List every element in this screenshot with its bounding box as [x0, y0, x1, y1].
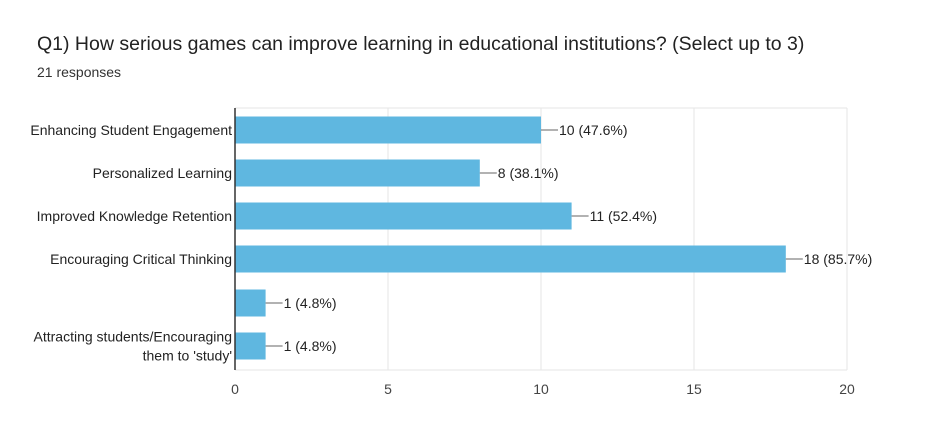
bar: [235, 116, 541, 144]
x-tick-label: 10: [533, 381, 549, 397]
value-label: 11 (52.4%): [590, 208, 657, 224]
value-label: 1 (4.8%): [284, 338, 337, 354]
bar: [235, 159, 480, 187]
category-label: Encouraging Critical Thinking: [50, 251, 232, 267]
bar: [235, 332, 266, 360]
category-label: Improved Knowledge Retention: [37, 208, 232, 224]
category-label: Enhancing Student Engagement: [30, 122, 232, 138]
x-tick-label: 0: [231, 381, 239, 397]
x-tick-label: 20: [839, 381, 855, 397]
bar: [235, 289, 266, 317]
category-label: them to 'study': [143, 348, 232, 364]
bar: [235, 202, 572, 230]
category-label: Personalized Learning: [93, 165, 232, 181]
value-label: 18 (85.7%): [804, 251, 872, 267]
question-title: Q1) How serious games can improve learni…: [37, 33, 805, 55]
x-tick-label: 15: [686, 381, 702, 397]
value-label: 10 (47.6%): [559, 122, 627, 138]
category-label: Attracting students/Encouraging: [34, 329, 232, 345]
bar: [235, 245, 786, 273]
response-count: 21 responses: [37, 64, 122, 80]
value-label: 1 (4.8%): [284, 295, 337, 311]
x-tick-label: 5: [384, 381, 392, 397]
value-label: 8 (38.1%): [498, 165, 559, 181]
